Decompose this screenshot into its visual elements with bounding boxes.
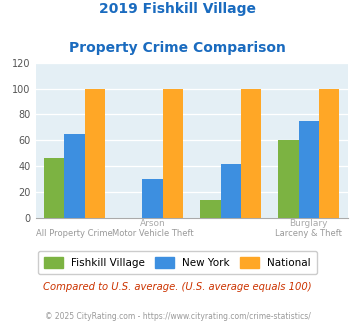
Bar <box>299 121 319 218</box>
Bar <box>241 88 261 218</box>
Text: Larceny & Theft: Larceny & Theft <box>275 229 342 238</box>
Bar <box>319 88 339 218</box>
Bar <box>220 163 241 218</box>
Bar <box>278 140 299 218</box>
Bar <box>200 200 220 218</box>
Bar <box>44 158 64 218</box>
Bar <box>85 88 105 218</box>
Text: Burglary: Burglary <box>290 219 328 228</box>
Legend: Fishkill Village, New York, National: Fishkill Village, New York, National <box>38 251 317 275</box>
Text: 2019 Fishkill Village: 2019 Fishkill Village <box>99 2 256 16</box>
Text: Motor Vehicle Theft: Motor Vehicle Theft <box>112 229 193 238</box>
Bar <box>163 88 183 218</box>
Text: Compared to U.S. average. (U.S. average equals 100): Compared to U.S. average. (U.S. average … <box>43 282 312 292</box>
Bar <box>142 179 163 218</box>
Bar <box>64 134 85 218</box>
Text: © 2025 CityRating.com - https://www.cityrating.com/crime-statistics/: © 2025 CityRating.com - https://www.city… <box>45 312 310 321</box>
Text: Arson: Arson <box>140 219 165 228</box>
Text: Property Crime Comparison: Property Crime Comparison <box>69 41 286 55</box>
Text: All Property Crime: All Property Crime <box>36 229 113 238</box>
